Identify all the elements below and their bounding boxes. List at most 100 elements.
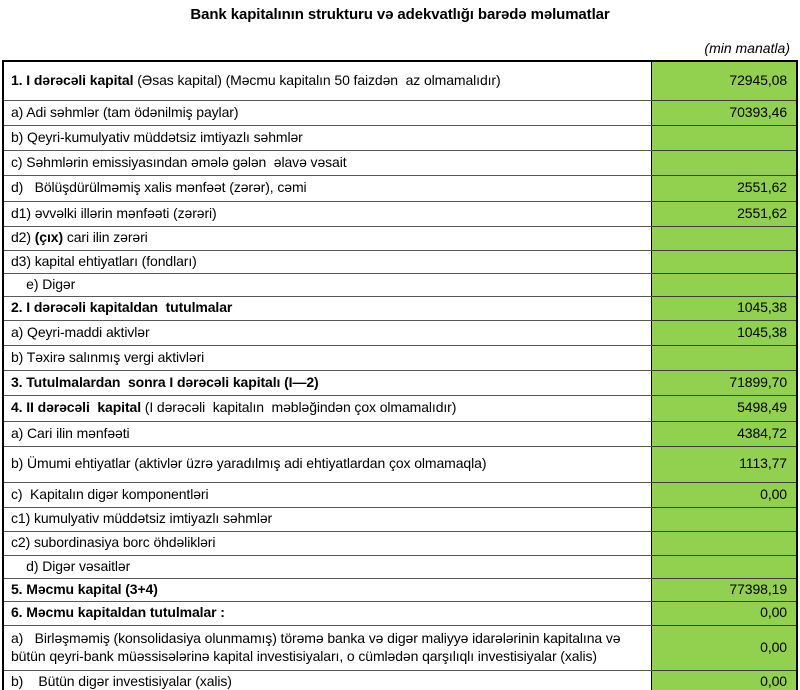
table-row: 3. Tutulmalardan sonra I dərəcəli kapita…	[2, 369, 798, 396]
label-segment: c) Səhmlərin emissiyasından əmələ gələn …	[11, 153, 347, 170]
row-value: 0,00	[651, 624, 798, 671]
label-segment: c2) subordinasiya borc öhdəlikləri	[11, 534, 216, 551]
row-label: c) Kapitalın digər komponentləri	[2, 481, 652, 508]
page-title: Bank kapitalının strukturu və adekvatlığ…	[190, 6, 610, 23]
row-value: 1045,38	[651, 319, 798, 346]
table-row: d3) kapital ehtiyatları (fondları)	[2, 249, 798, 274]
label-segment: (I dərəcəli kapitalın məbləğindən çox ol…	[141, 399, 457, 416]
table-row: 1. I dərəcəli kapital (Əsas kapital) (Mə…	[2, 60, 798, 101]
capital-table-body: 1. I dərəcəli kapital (Əsas kapital) (Mə…	[2, 60, 798, 690]
row-value	[651, 506, 798, 532]
table-row: 4. II dərəcəli kapital (I dərəcəli kapit…	[2, 394, 798, 422]
label-segment: a) Cari ilin mənfəəti	[11, 424, 130, 441]
label-segment: d3) kapital ehtiyatları (fondları)	[11, 252, 197, 269]
label-segment: 6. Məcmu kapitaldan tutulmalar :	[11, 604, 225, 621]
table-row: a) Adi səhmlər (tam ödənilmiş paylar) 70…	[2, 99, 798, 126]
row-label: 1. I dərəcəli kapital (Əsas kapital) (Mə…	[2, 60, 652, 101]
unit-note: (min manatla)	[704, 40, 790, 56]
row-value	[651, 530, 798, 556]
label-segment: 4. II dərəcəli kapital	[11, 399, 141, 416]
row-label: 3. Tutulmalardan sonra I dərəcəli kapita…	[2, 369, 652, 396]
row-value: 71899,70	[651, 369, 798, 396]
label-segment: b) Qeyri-kumulyativ müddətsiz imtiyazlı …	[11, 128, 303, 145]
label-segment: c) Kapitalın digər komponentləri	[11, 485, 209, 502]
table-row: c1) kumulyativ müddətsiz imtiyazlı səhml…	[2, 506, 798, 532]
row-value: 2551,62	[651, 200, 798, 227]
label-segment: 2. I dərəcəli kapitaldan tutulmalar	[11, 299, 233, 316]
label-segment: cari ilin zərəri	[63, 229, 148, 246]
label-segment: 3. Tutulmalardan sonra I dərəcəli kapita…	[11, 373, 319, 390]
row-label: 4. II dərəcəli kapital (I dərəcəli kapit…	[2, 394, 652, 422]
row-label: d2) (çıx) cari ilin zərəri	[2, 225, 652, 251]
table-row: d) Bölüşdürülməmiş xalis mənfəət (zərər)…	[2, 174, 798, 202]
label-segment: (Əsas kapital) (Məcmu kapitalın 50 faizd…	[133, 72, 501, 88]
row-label: b) Bütün digər investisiyalar (xalis)	[2, 669, 652, 690]
label-segment: b) Bütün digər investisiyalar (xalis)	[11, 673, 232, 689]
row-label: 2. I dərəcəli kapitaldan tutulmalar	[2, 295, 652, 321]
row-value: 4384,72	[651, 420, 798, 447]
table-row: a) Cari ilin mənfəəti 4384,72	[2, 420, 798, 447]
row-value: 2551,62	[651, 174, 798, 202]
row-label: a) Adi səhmlər (tam ödənilmiş paylar)	[2, 99, 652, 126]
table-row: c) Səhmlərin emissiyasından əmələ gələn …	[2, 149, 798, 176]
row-label: 6. Məcmu kapitaldan tutulmalar :	[2, 600, 652, 626]
row-value: 0,00	[651, 481, 798, 508]
table-row: c2) subordinasiya borc öhdəlikləri	[2, 530, 798, 556]
row-value: 1045,38	[651, 295, 798, 321]
row-label: c) Səhmlərin emissiyasından əmələ gələn …	[2, 149, 652, 176]
label-segment: (çıx)	[34, 229, 64, 246]
table-row: e) Digər	[2, 272, 798, 297]
table-row: d2) (çıx) cari ilin zərəri	[2, 225, 798, 251]
row-value	[651, 554, 798, 579]
table-row: b) Ümumi ehtiyatlar (aktivlər üzrə yarad…	[2, 445, 798, 483]
row-label: e) Digər	[2, 272, 652, 297]
row-value: 1113,77	[651, 445, 798, 483]
row-label: a) Qeyri-maddi aktivlər	[2, 319, 652, 346]
row-label: c1) kumulyativ müddətsiz imtiyazlı səhml…	[2, 506, 652, 532]
row-label: b) Təxirə salınmış vergi aktivləri	[2, 344, 652, 371]
table-row: 5. Məcmu kapital (3+4) 77398,19	[2, 577, 798, 602]
label-segment: d2)	[11, 229, 35, 246]
row-label: d3) kapital ehtiyatları (fondları)	[2, 249, 652, 274]
label-segment: b) Təxirə salınmış vergi aktivləri	[11, 348, 205, 365]
label-segment: 5. Məcmu kapital (3+4)	[11, 580, 158, 597]
row-value: 0,00	[651, 669, 798, 690]
table-row: 6. Məcmu kapitaldan tutulmalar : 0,00	[2, 600, 798, 626]
label-segment: e) Digər	[11, 275, 76, 292]
label-segment: b) Ümumi ehtiyatlar (aktivlər üzrə yarad…	[11, 455, 487, 472]
row-value: 0,00	[651, 600, 798, 626]
row-value: 5498,49	[651, 394, 798, 422]
row-label: b) Qeyri-kumulyativ müddətsiz imtiyazlı …	[2, 124, 652, 151]
label-segment: d) Bölüşdürülməmiş xalis mənfəət (zərər)…	[11, 179, 307, 196]
table-row: c) Kapitalın digər komponentləri 0,00	[2, 481, 798, 508]
table-row: b) Qeyri-kumulyativ müddətsiz imtiyazlı …	[2, 124, 798, 151]
table-row: b) Təxirə salınmış vergi aktivləri	[2, 344, 798, 371]
table-row: b) Bütün digər investisiyalar (xalis) 0,…	[2, 669, 798, 690]
table-row: d) Digər vəsaitlər	[2, 554, 798, 579]
label-segment: a) Adi səhmlər (tam ödənilmiş paylar)	[11, 103, 239, 120]
label-segment: d) Digər vəsaitlər	[11, 557, 131, 574]
label-segment: a) Qeyri-maddi aktivlər	[11, 323, 150, 340]
row-value: 70393,46	[651, 99, 798, 126]
row-value	[651, 272, 798, 297]
table-row: a) Qeyri-maddi aktivlər 1045,38	[2, 319, 798, 346]
row-value: 77398,19	[651, 577, 798, 602]
label-segment: a) Birləşməmiş (konsolidasiya olunmamış)…	[11, 630, 625, 664]
row-label: 5. Məcmu kapital (3+4)	[2, 577, 652, 602]
row-label: d) Bölüşdürülməmiş xalis mənfəət (zərər)…	[2, 174, 652, 202]
row-value	[651, 249, 798, 274]
row-label: d1) əvvəlki illərin mənfəəti (zərəri)	[2, 200, 652, 227]
label-segment: 1. I dərəcəli kapital	[11, 72, 134, 88]
row-label: a) Cari ilin mənfəəti	[2, 420, 652, 447]
label-segment: d1) əvvəlki illərin mənfəəti (zərəri)	[11, 204, 217, 221]
table-row: 2. I dərəcəli kapitaldan tutulmalar 1045…	[2, 295, 798, 321]
row-label: b) Ümumi ehtiyatlar (aktivlər üzrə yarad…	[2, 445, 652, 483]
label-segment: c1) kumulyativ müddətsiz imtiyazlı səhml…	[11, 510, 273, 527]
table-row: a) Birləşməmiş (konsolidasiya olunmamış)…	[2, 624, 798, 671]
row-label: a) Birləşməmiş (konsolidasiya olunmamış)…	[2, 624, 652, 671]
row-label: d) Digər vəsaitlər	[2, 554, 652, 579]
row-value	[651, 124, 798, 151]
row-value	[651, 149, 798, 176]
row-value	[651, 225, 798, 251]
